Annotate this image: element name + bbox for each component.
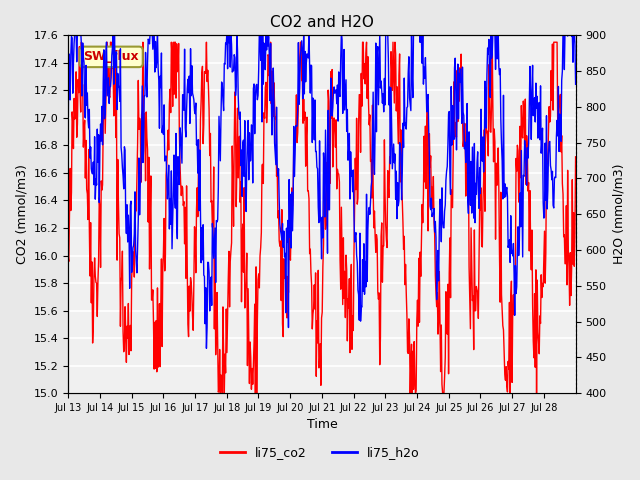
li75_h2o xyxy=(125,212,132,218)
li75_co2 xyxy=(263,120,271,126)
li75_h2o xyxy=(572,82,579,87)
li75_h2o xyxy=(404,104,412,109)
li75_h2o xyxy=(64,132,72,138)
li75_h2o xyxy=(72,29,79,35)
Y-axis label: H2O (mmol/m3): H2O (mmol/m3) xyxy=(612,164,625,264)
li75_h2o xyxy=(263,47,271,53)
Line: li75_h2o: li75_h2o xyxy=(68,32,575,348)
Legend: li75_co2, li75_h2o: li75_co2, li75_h2o xyxy=(215,441,425,464)
li75_co2 xyxy=(216,390,224,396)
li75_co2 xyxy=(244,363,252,369)
li75_h2o xyxy=(244,137,252,143)
li75_co2 xyxy=(572,154,579,160)
Title: CO2 and H2O: CO2 and H2O xyxy=(270,15,374,30)
Line: li75_co2: li75_co2 xyxy=(68,42,575,393)
Y-axis label: CO2 (mmol/m3): CO2 (mmol/m3) xyxy=(15,164,28,264)
li75_h2o xyxy=(203,346,211,351)
li75_h2o xyxy=(218,82,226,88)
li75_co2 xyxy=(64,253,72,259)
Text: SW_flux: SW_flux xyxy=(83,50,139,63)
li75_co2 xyxy=(404,349,412,355)
li75_co2 xyxy=(218,390,226,396)
li75_co2 xyxy=(375,290,383,296)
li75_h2o xyxy=(375,65,383,71)
li75_co2 xyxy=(125,300,132,306)
X-axis label: Time: Time xyxy=(307,419,337,432)
li75_co2 xyxy=(77,39,85,45)
